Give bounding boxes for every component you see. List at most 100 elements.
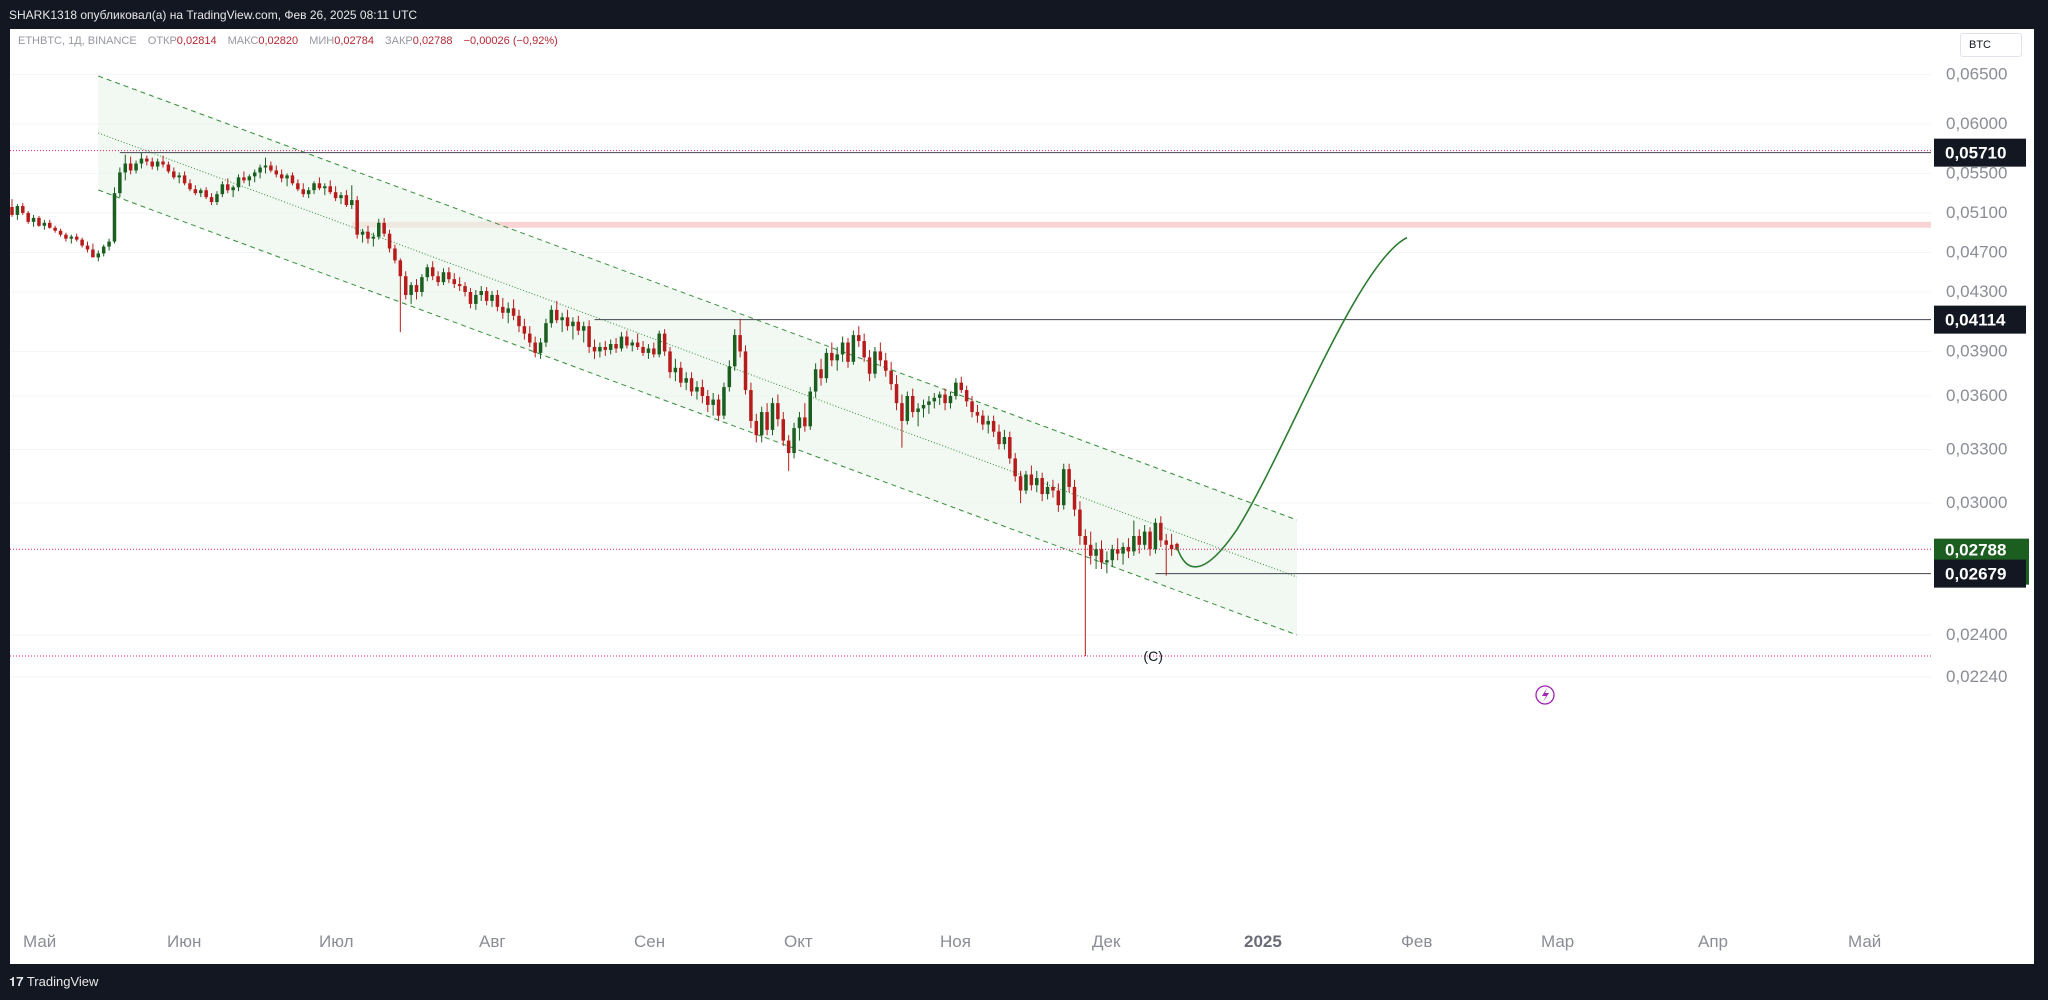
candle-body — [344, 195, 349, 206]
candle-body — [878, 351, 883, 361]
candle-body — [80, 239, 84, 246]
price-level-label: 0,02679 — [1945, 565, 2006, 584]
chart-svg[interactable]: 0,06500 0,06000 0,05500 0,05100 0,04700 0,043… — [10, 29, 2034, 964]
lightning-icon — [1535, 685, 1555, 705]
candle-body — [188, 183, 192, 190]
footer-bar: 𝟏𝟕 TradingView — [0, 964, 2048, 1000]
candle-body — [155, 161, 160, 167]
x-axis-tick: Июн — [167, 932, 201, 951]
candle-body — [910, 396, 915, 413]
candle-body — [657, 333, 661, 355]
candle-body — [177, 175, 181, 178]
candle-body — [236, 177, 241, 188]
candle-body — [441, 272, 446, 283]
legend-open: 0,02814 — [176, 35, 217, 47]
candle-body — [290, 175, 295, 184]
channel-upper-line — [98, 75, 1298, 521]
y-axis-tick: 0,03900 — [1946, 341, 2007, 360]
x-axis-tick: 2025 — [1244, 932, 1282, 951]
candle-body — [749, 390, 753, 421]
candle-body — [279, 174, 284, 179]
candle-body — [592, 346, 597, 352]
candle-body — [31, 217, 36, 222]
candle-body — [716, 399, 721, 416]
candle-body — [706, 396, 710, 405]
x-axis-tick: Фев — [1401, 932, 1432, 951]
candle-body — [172, 171, 176, 178]
candle-body — [414, 285, 419, 292]
candle-body — [722, 387, 726, 416]
candle-body — [797, 417, 802, 429]
candle-body — [333, 192, 338, 199]
candle-body — [409, 285, 413, 295]
candle-body — [285, 175, 289, 179]
candle-body — [1142, 531, 1147, 545]
currency-button[interactable]: BTC — [1960, 33, 2022, 57]
candle-body — [819, 369, 823, 379]
candle-body — [1159, 522, 1163, 541]
publish-text: SHARK1318 опубликовал(а) на TradingView.… — [9, 8, 418, 22]
candle-body — [975, 412, 980, 416]
y-axis-tick: 0,03000 — [1946, 493, 2007, 512]
candle-body — [652, 348, 656, 355]
candle-body — [42, 222, 47, 226]
candle-body — [74, 236, 79, 240]
candle-body — [1099, 549, 1104, 563]
candle-body — [803, 417, 807, 427]
candle-body — [927, 401, 931, 405]
candle-body — [921, 404, 926, 409]
candle-body — [598, 346, 602, 352]
candle-body — [85, 245, 90, 250]
candle-body — [430, 267, 435, 277]
candle-body — [1013, 458, 1017, 477]
candle-body — [101, 246, 106, 254]
x-axis-tick: Июл — [319, 932, 354, 951]
x-axis-tick: Дек — [1092, 932, 1121, 951]
y-axis-tick: 0,04300 — [1946, 282, 2007, 301]
candle-body — [96, 253, 101, 258]
last-price-value: 0,02788 — [1945, 541, 2006, 560]
candle-body — [635, 342, 640, 347]
candle-body — [199, 190, 203, 194]
candle-body — [1137, 536, 1141, 545]
candle-body — [21, 206, 25, 213]
candle-body — [69, 236, 74, 239]
candle-body — [603, 346, 608, 350]
x-axis-tick: Май — [23, 932, 56, 951]
candle-body — [1121, 547, 1125, 554]
candle-body — [528, 333, 532, 343]
candle-body — [549, 309, 554, 324]
candle-body — [1035, 478, 1039, 486]
candle-body — [964, 390, 969, 402]
candle-body — [754, 420, 759, 436]
candle-body — [64, 234, 68, 239]
candle-body — [857, 335, 861, 342]
x-axis-tick: Ноя — [940, 932, 971, 951]
candle-body — [916, 408, 920, 413]
tradingview-logo[interactable]: 𝟏𝟕 TradingView — [9, 974, 98, 990]
candle-body — [830, 352, 834, 361]
candle-body — [943, 394, 947, 404]
legend-high: 0,02820 — [258, 35, 299, 47]
candle-body — [986, 420, 990, 425]
candle-body — [727, 366, 732, 388]
candle-body — [1115, 549, 1120, 554]
candle-body — [360, 231, 365, 235]
candle-body — [770, 403, 775, 430]
candle-body — [296, 183, 300, 190]
candle-body — [1105, 560, 1109, 563]
candle-body — [646, 348, 651, 353]
candle-body — [732, 335, 737, 367]
candle-body — [905, 396, 910, 421]
chart-frame[interactable]: 0,06500 0,06000 0,05500 0,05100 0,04700 0,043… — [10, 29, 2034, 964]
candle-body — [840, 342, 845, 355]
x-axis-tick: Сен — [634, 932, 665, 951]
candle-body — [630, 342, 635, 346]
candle-body — [776, 403, 780, 420]
candle-body — [150, 161, 154, 167]
candle-body — [193, 189, 198, 194]
candle-body — [274, 170, 279, 175]
x-axis-tick: Окт — [784, 932, 813, 951]
candle-body — [306, 190, 311, 195]
candle-body — [10, 207, 14, 215]
